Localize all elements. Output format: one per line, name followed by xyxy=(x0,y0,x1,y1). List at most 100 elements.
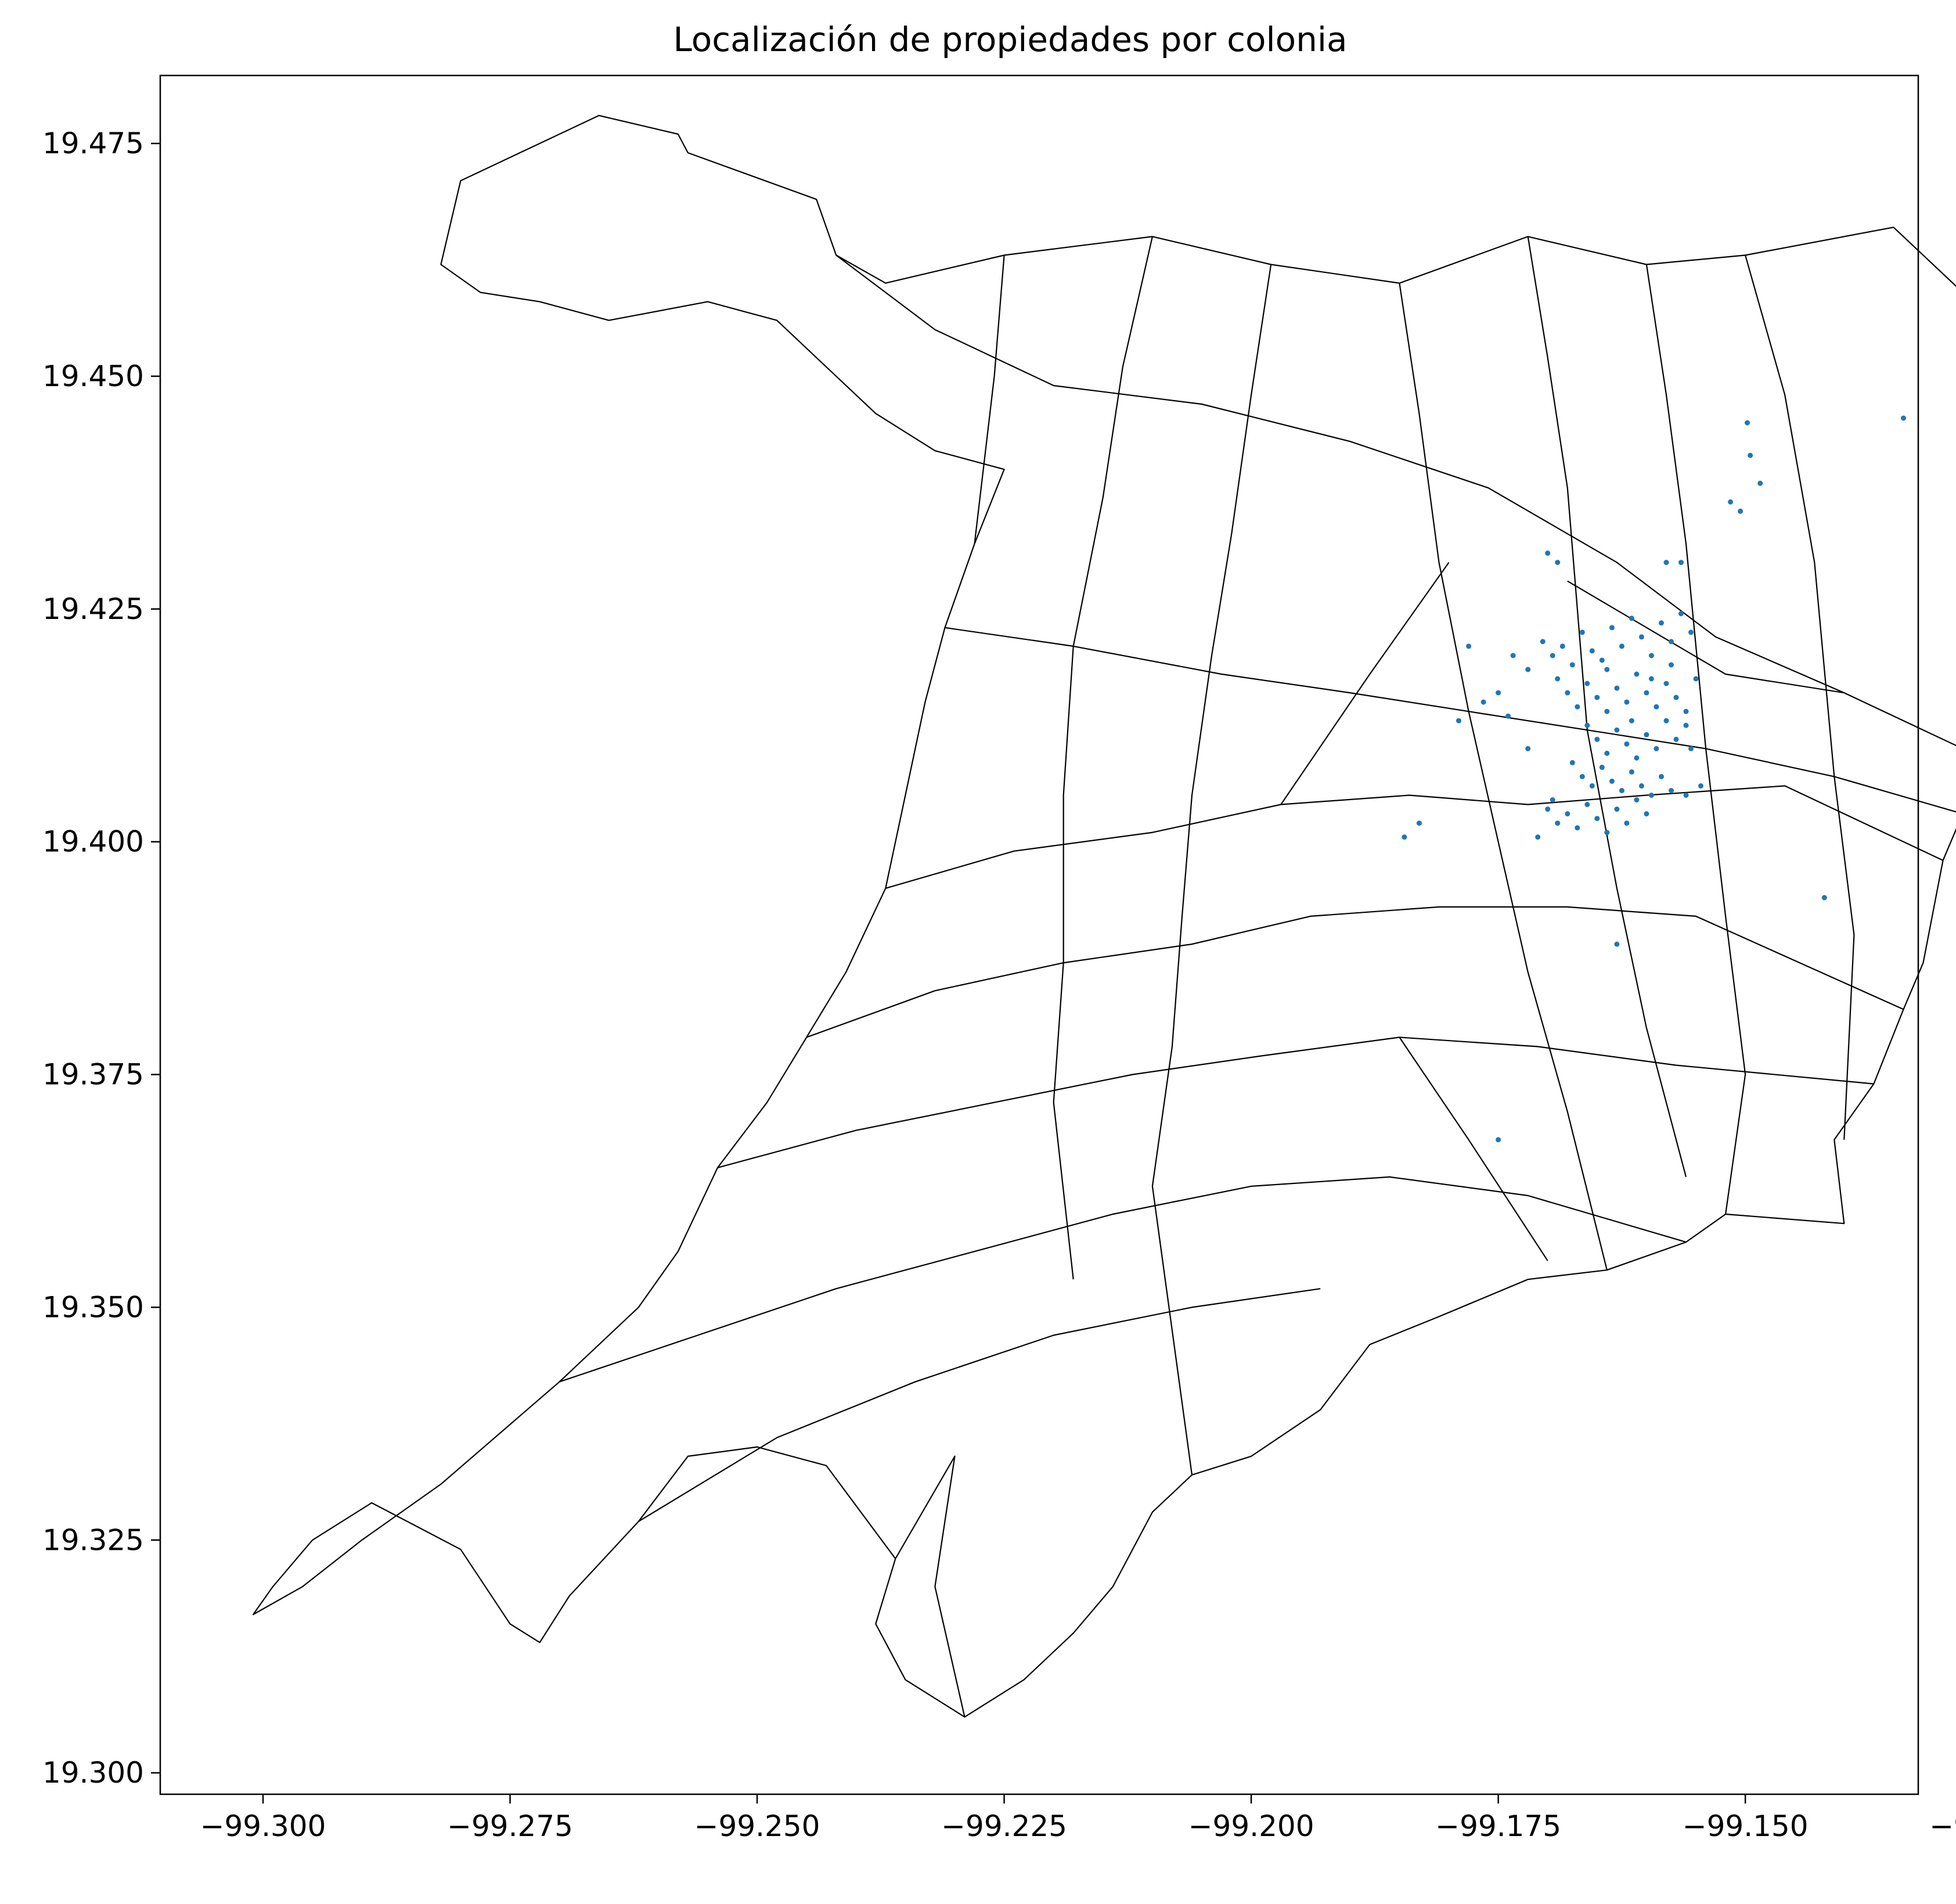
property-point xyxy=(1584,722,1590,728)
property-point xyxy=(1604,750,1610,756)
x-tick-label: −99.200 xyxy=(1188,1809,1314,1843)
property-point xyxy=(1634,671,1640,677)
property-point xyxy=(1565,690,1570,696)
property-point xyxy=(1629,718,1634,724)
property-point xyxy=(1550,653,1555,658)
property-point xyxy=(1614,807,1620,812)
y-tick-label: 19.375 xyxy=(42,1058,144,1092)
property-point xyxy=(1738,508,1744,514)
y-tick-label: 19.450 xyxy=(42,359,144,393)
property-point xyxy=(1480,699,1486,705)
property-point xyxy=(1678,611,1684,617)
colonia-boundary-17 xyxy=(895,1455,966,1718)
property-point xyxy=(1540,639,1546,645)
property-point xyxy=(1505,713,1511,719)
property-point xyxy=(1496,690,1501,696)
property-point xyxy=(1673,694,1679,700)
property-point xyxy=(1629,769,1634,775)
colonia-boundary-16 xyxy=(1399,1036,1548,1261)
property-point xyxy=(1728,499,1734,505)
property-point xyxy=(1555,560,1561,566)
property-point xyxy=(1496,1137,1501,1143)
property-point xyxy=(1659,620,1664,626)
property-point xyxy=(1594,694,1600,700)
property-point xyxy=(1579,773,1585,779)
property-point xyxy=(1638,634,1644,640)
property-point xyxy=(1579,629,1585,635)
colonia-boundaries xyxy=(252,114,1956,1718)
x-tick-label: −99.275 xyxy=(447,1809,573,1843)
colonia-boundary-5 xyxy=(559,1176,1687,1383)
property-point xyxy=(1466,643,1472,649)
y-tick-label: 19.425 xyxy=(42,592,144,626)
property-point xyxy=(1416,820,1422,826)
property-point xyxy=(1757,480,1763,486)
y-tick-label: 19.300 xyxy=(42,1756,144,1790)
x-tick-label: −99.175 xyxy=(1435,1809,1561,1843)
property-point xyxy=(1565,811,1570,816)
property-point xyxy=(1599,657,1605,663)
property-point xyxy=(1698,783,1703,789)
colonia-boundary-9 xyxy=(1527,236,1687,1178)
property-point xyxy=(1659,773,1664,779)
property-point xyxy=(1599,764,1605,770)
property-point xyxy=(1525,667,1531,672)
property-point xyxy=(1559,643,1565,649)
colonia-boundary-3 xyxy=(806,906,1904,1038)
property-point xyxy=(1693,676,1699,682)
colonia-boundary-6 xyxy=(638,1288,1321,1523)
property-point xyxy=(1614,685,1620,691)
property-point xyxy=(1654,746,1659,751)
property-point xyxy=(1575,825,1580,831)
x-tick-label: −99.300 xyxy=(200,1809,326,1843)
property-point xyxy=(1619,643,1624,649)
colonia-boundary-7 xyxy=(1151,264,1272,1475)
x-tick-label: −99.225 xyxy=(941,1809,1067,1843)
colonia-boundary-13 xyxy=(974,255,1005,544)
delegation-outline xyxy=(252,114,1956,1718)
property-point xyxy=(1555,676,1561,682)
colonia-boundary-14 xyxy=(1280,562,1450,805)
property-point xyxy=(1644,811,1649,816)
colonia-boundary-11 xyxy=(1745,255,1855,1140)
property-point xyxy=(1575,704,1580,710)
property-point xyxy=(1624,699,1630,705)
property-point xyxy=(1609,778,1615,784)
property-point xyxy=(1629,616,1634,621)
property-point xyxy=(1624,741,1630,747)
property-point xyxy=(1609,625,1615,631)
x-tick-label: −99.125 xyxy=(1929,1809,1956,1843)
property-point xyxy=(1648,653,1654,658)
property-point xyxy=(1688,746,1694,751)
property-point xyxy=(1589,783,1595,789)
property-point xyxy=(1821,895,1827,901)
property-point xyxy=(1678,560,1684,566)
property-point xyxy=(1669,788,1674,793)
y-tick-label: 19.400 xyxy=(42,825,144,859)
property-point xyxy=(1510,653,1516,658)
property-points xyxy=(1402,415,1906,1143)
colonia-boundary-4 xyxy=(717,1036,1874,1168)
property-point xyxy=(1634,755,1640,761)
property-point xyxy=(1748,452,1753,458)
axes-frame xyxy=(159,74,1919,1795)
property-point xyxy=(1901,415,1906,421)
property-point xyxy=(1673,736,1679,742)
property-point xyxy=(1614,941,1620,947)
y-axis: 19.300 19.325 19.350 19.375 19.400 19.425 19.4… xyxy=(42,127,160,1790)
property-point xyxy=(1550,797,1555,802)
property-point xyxy=(1683,708,1689,714)
property-point xyxy=(1402,834,1407,840)
property-point xyxy=(1745,420,1750,426)
property-point xyxy=(1545,550,1551,556)
property-point xyxy=(1669,662,1674,668)
property-point xyxy=(1545,807,1551,812)
colonia-boundary-12 xyxy=(1053,236,1153,1280)
property-point xyxy=(1648,676,1654,682)
x-tick-label: −99.150 xyxy=(1683,1809,1809,1843)
property-point xyxy=(1535,834,1541,840)
colonia-boundary-2 xyxy=(885,785,1944,889)
property-point xyxy=(1525,746,1531,751)
property-point xyxy=(1683,793,1689,798)
property-point xyxy=(1456,718,1461,724)
